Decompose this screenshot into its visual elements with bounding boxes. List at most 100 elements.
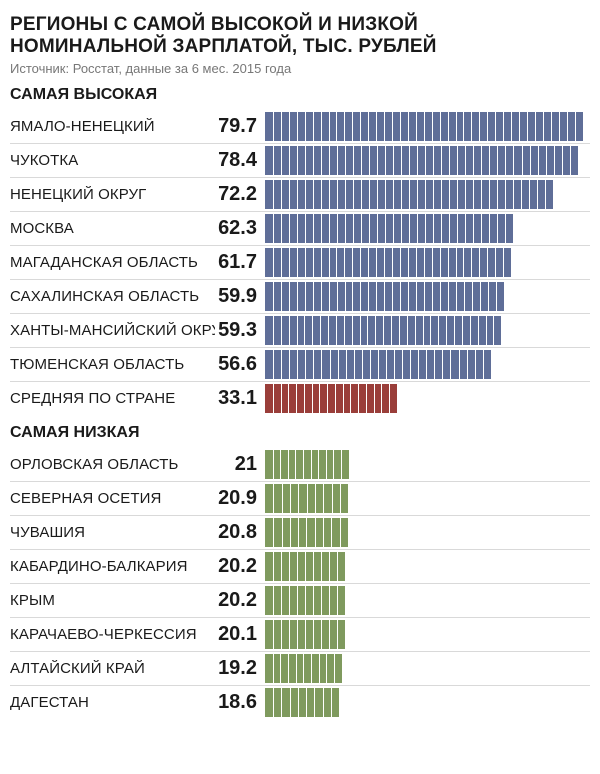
region-label: ЯМАЛО-НЕНЕЦКИЙ	[10, 118, 215, 135]
bar-segment	[305, 586, 313, 615]
bar-segment	[281, 620, 289, 649]
bar-segment	[376, 112, 384, 141]
bar-segment	[481, 180, 489, 209]
bar-segment	[304, 316, 312, 345]
bar-segment	[575, 112, 583, 141]
bar-segment	[273, 518, 281, 547]
bar-segment	[305, 282, 313, 311]
region-label: НЕНЕЦКИЙ ОКРУГ	[10, 186, 215, 203]
bar-segment	[554, 146, 562, 175]
bar-segment	[392, 248, 400, 277]
bar-segment	[329, 146, 337, 175]
bar	[265, 518, 590, 547]
bar-segment	[497, 214, 505, 243]
bar-segment	[273, 282, 281, 311]
bar-segment	[340, 484, 348, 513]
bar-segment	[434, 350, 442, 379]
bar-segment	[361, 214, 369, 243]
region-value: 61.7	[215, 251, 265, 274]
bar-segment	[313, 282, 321, 311]
bar-segment	[392, 282, 400, 311]
bar-segment	[265, 214, 273, 243]
bar-segment	[551, 112, 559, 141]
bar-segment	[289, 552, 297, 581]
bar-segment	[377, 180, 385, 209]
bar-segment	[408, 248, 416, 277]
bar-segment	[454, 316, 462, 345]
bar-segment	[472, 282, 480, 311]
bar-segment	[391, 316, 399, 345]
bar-segment	[370, 350, 378, 379]
bar-segment	[265, 484, 273, 513]
bar-segment	[340, 518, 348, 547]
bar-segment	[392, 112, 400, 141]
bar-segment	[489, 146, 497, 175]
bar-segment	[409, 146, 417, 175]
bar-segment	[416, 248, 424, 277]
bar-segment	[440, 248, 448, 277]
bar-segment	[344, 112, 352, 141]
bar-segment	[438, 316, 446, 345]
bar-segment	[530, 146, 538, 175]
bar-segment	[467, 350, 475, 379]
bar-segment	[273, 350, 281, 379]
bar-segment	[305, 248, 313, 277]
region-label: СЕВЕРНАЯ ОСЕТИЯ	[10, 490, 215, 507]
bar-segment	[418, 350, 426, 379]
bar-segment	[546, 146, 554, 175]
bar-segment	[433, 180, 441, 209]
bar-segment	[306, 688, 314, 717]
bar-segment	[394, 350, 402, 379]
bar-segment	[345, 282, 353, 311]
bar-segment	[289, 350, 297, 379]
bar-segment	[331, 518, 339, 547]
region-value: 20.2	[215, 589, 265, 612]
data-row: ЧУВАШИЯ20.8	[10, 516, 590, 550]
bar-segment	[505, 146, 513, 175]
bar	[265, 316, 590, 345]
region-label: ЧУВАШИЯ	[10, 524, 215, 541]
bar-segment	[559, 112, 567, 141]
bar-segment	[353, 180, 361, 209]
bar	[265, 484, 590, 513]
bar-segment	[489, 214, 497, 243]
bar-segment	[265, 248, 273, 277]
bar-segment	[353, 214, 361, 243]
bar-segment	[366, 384, 374, 413]
bar-segment	[522, 146, 530, 175]
bar-segment	[425, 146, 433, 175]
bar-segment	[305, 214, 313, 243]
bar-segment	[289, 586, 297, 615]
bar-segment	[296, 384, 304, 413]
data-row: СРЕДНЯЯ ПО СТРАНЕ33.1	[10, 382, 590, 416]
bar-segment	[323, 688, 331, 717]
bar-segment	[334, 654, 342, 683]
bar-segment	[519, 112, 527, 141]
bar-segment	[273, 688, 281, 717]
bar	[265, 350, 590, 379]
section-high-heading: САМАЯ ВЫСОКАЯ	[10, 86, 590, 104]
bar-segment	[465, 146, 473, 175]
bar-segment	[265, 316, 273, 345]
bar-segment	[417, 180, 425, 209]
bar-segment	[329, 552, 337, 581]
bar-segment	[265, 586, 273, 615]
region-value: 19.2	[215, 657, 265, 680]
bar-segment	[335, 384, 343, 413]
bar-segment	[570, 146, 578, 175]
bar-segment	[432, 282, 440, 311]
bar-segment	[265, 552, 273, 581]
bar-segment	[273, 112, 281, 141]
bar-segment	[408, 112, 416, 141]
bar-segment	[297, 112, 305, 141]
bar	[265, 450, 590, 479]
bar-segment	[505, 180, 513, 209]
bar-segment	[297, 552, 305, 581]
bar-segment	[503, 248, 511, 277]
bar-segment	[511, 112, 519, 141]
bar-segment	[321, 180, 329, 209]
bar-segment	[297, 620, 305, 649]
bar	[265, 552, 590, 581]
region-value: 18.6	[215, 691, 265, 714]
bar-segment	[336, 112, 344, 141]
